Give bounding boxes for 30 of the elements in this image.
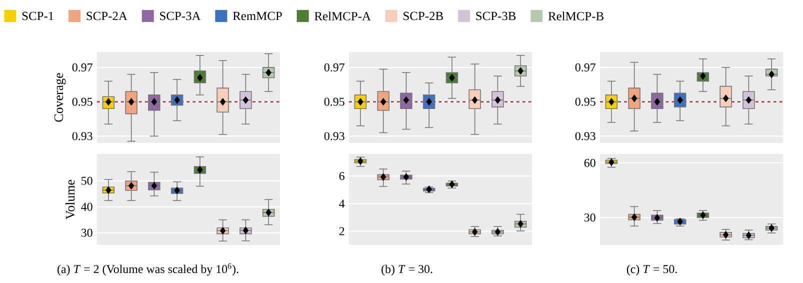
- y-axis-title: Volume: [66, 180, 75, 220]
- legend-label: SCP-3A: [160, 12, 201, 20]
- y-tick-label: 0.93: [575, 132, 596, 140]
- y-tick-label: 50: [82, 176, 92, 185]
- y-tick-label: 60: [584, 158, 596, 167]
- legend-label: RemMCP: [232, 12, 282, 20]
- y-tick-label: 4: [339, 200, 345, 208]
- y-tick-label: 0.93: [324, 132, 344, 140]
- y-tick-label: 40: [81, 202, 92, 211]
- y-tick-label: 0.97: [72, 63, 92, 72]
- legend-label: RelMCP-A: [314, 12, 371, 20]
- y-tick-label: 30: [584, 213, 596, 222]
- y-axis-title: Coverage: [54, 73, 66, 122]
- y-tick-label: 30: [81, 228, 92, 237]
- text: (c) T = 50.: [626, 264, 677, 276]
- text: (b) T = 30.: [382, 264, 432, 276]
- y-tick-label: 0.97: [575, 63, 596, 72]
- legend-label: SCP-3B: [476, 12, 516, 20]
- y-tick-label: 0.97: [324, 63, 344, 72]
- y-tick-label: 2: [339, 227, 344, 236]
- legend-label: SCP-1: [22, 12, 54, 20]
- text: (a) T = 2 (Volume was scaled by 10$^{6}$).: [58, 263, 238, 276]
- legend-label: RelMCP-B: [548, 12, 604, 20]
- y-tick-label: 0.95: [575, 98, 596, 106]
- y-tick-label: 0.95: [324, 98, 344, 106]
- legend-label: SCP-2A: [86, 12, 128, 20]
- legend-label: SCP-2B: [404, 12, 443, 20]
- y-tick-label: 0.95: [72, 98, 92, 106]
- y-tick-label: 6: [339, 172, 344, 180]
- y-tick-label: 0.93: [72, 132, 92, 140]
